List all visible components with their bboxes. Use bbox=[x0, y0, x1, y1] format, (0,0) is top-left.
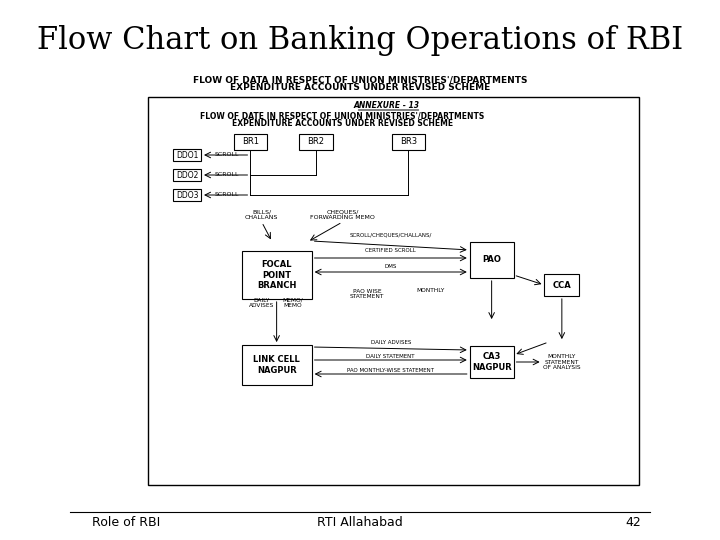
Text: DAILY STATEMENT: DAILY STATEMENT bbox=[366, 354, 415, 359]
FancyBboxPatch shape bbox=[300, 134, 333, 150]
Text: MONTHLY
STATEMENT
OF ANALYSIS: MONTHLY STATEMENT OF ANALYSIS bbox=[543, 354, 580, 370]
Text: 42: 42 bbox=[625, 516, 641, 529]
Text: DAILY ADVISES: DAILY ADVISES bbox=[371, 340, 411, 345]
Text: ANNEXURE - 13: ANNEXURE - 13 bbox=[354, 102, 419, 111]
Text: BR1: BR1 bbox=[242, 138, 258, 146]
Text: PAO MONTHLY-WISE STATEMENT: PAO MONTHLY-WISE STATEMENT bbox=[347, 368, 434, 373]
Text: PAO: PAO bbox=[482, 255, 501, 265]
FancyBboxPatch shape bbox=[469, 346, 513, 378]
FancyBboxPatch shape bbox=[148, 97, 639, 485]
Text: BR2: BR2 bbox=[307, 138, 325, 146]
Text: DDO1: DDO1 bbox=[176, 151, 198, 159]
Text: LINK CELL
NAGPUR: LINK CELL NAGPUR bbox=[253, 355, 300, 375]
FancyBboxPatch shape bbox=[544, 274, 580, 296]
Text: MEMO/
MEMO: MEMO/ MEMO bbox=[282, 298, 302, 308]
FancyBboxPatch shape bbox=[173, 189, 201, 201]
FancyBboxPatch shape bbox=[173, 149, 201, 161]
FancyBboxPatch shape bbox=[241, 345, 312, 385]
Text: SCROLL: SCROLL bbox=[215, 192, 239, 198]
Text: EXPENDITURE ACCOUNTS UNDER REVISED SCHEME: EXPENDITURE ACCOUNTS UNDER REVISED SCHEM… bbox=[230, 83, 490, 91]
Text: SCROLL: SCROLL bbox=[215, 152, 239, 158]
FancyBboxPatch shape bbox=[469, 242, 513, 278]
Text: DDO3: DDO3 bbox=[176, 191, 199, 199]
Text: DMS: DMS bbox=[384, 265, 397, 269]
Text: SCROLL/CHEQUES/CHALLANS/: SCROLL/CHEQUES/CHALLANS/ bbox=[349, 233, 432, 238]
Text: EXPENDITURE ACCOUNTS UNDER REVISED SCHEME: EXPENDITURE ACCOUNTS UNDER REVISED SCHEM… bbox=[232, 118, 453, 127]
FancyBboxPatch shape bbox=[173, 169, 201, 181]
Text: FLOW OF DATE IN RESPECT OF UNION MINISTRIES'/DEPARTMENTS: FLOW OF DATE IN RESPECT OF UNION MINISTR… bbox=[200, 111, 485, 120]
Text: DDO2: DDO2 bbox=[176, 171, 198, 179]
FancyBboxPatch shape bbox=[233, 134, 267, 150]
Text: FLOW OF DATA IN RESPECT OF UNION MINISTRIES'/DEPARTMENTS: FLOW OF DATA IN RESPECT OF UNION MINISTR… bbox=[193, 76, 527, 84]
Text: MONTHLY: MONTHLY bbox=[416, 287, 444, 293]
Text: CERTIFIED SCROLL: CERTIFIED SCROLL bbox=[365, 248, 416, 253]
Text: RTI Allahabad: RTI Allahabad bbox=[317, 516, 403, 529]
FancyBboxPatch shape bbox=[392, 134, 425, 150]
Text: Role of RBI: Role of RBI bbox=[92, 516, 161, 529]
Text: CCA: CCA bbox=[552, 280, 571, 289]
Text: BR3: BR3 bbox=[400, 138, 417, 146]
Text: PAO WISE
STATEMENT: PAO WISE STATEMENT bbox=[350, 288, 384, 299]
Text: CA3
NAGPUR: CA3 NAGPUR bbox=[472, 352, 511, 372]
Text: CHEQUES/
FORWARDING MEMO: CHEQUES/ FORWARDING MEMO bbox=[310, 210, 375, 220]
FancyBboxPatch shape bbox=[241, 251, 312, 299]
Text: FOCAL
POINT
BRANCH: FOCAL POINT BRANCH bbox=[257, 260, 297, 290]
Text: SCROLL: SCROLL bbox=[215, 172, 239, 178]
Text: Flow Chart on Banking Operations of RBI: Flow Chart on Banking Operations of RBI bbox=[37, 24, 683, 56]
Text: DAILY
ADVISES: DAILY ADVISES bbox=[249, 298, 274, 308]
Text: BILLS/
CHALLANS: BILLS/ CHALLANS bbox=[245, 210, 279, 220]
